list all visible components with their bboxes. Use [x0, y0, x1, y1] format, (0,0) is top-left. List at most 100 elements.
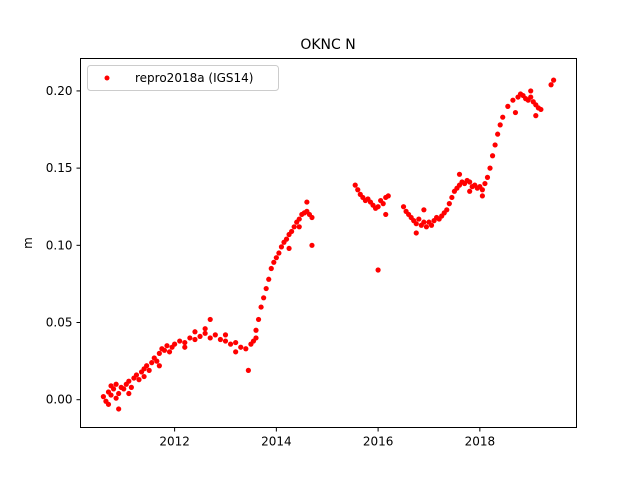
- data-point: [510, 97, 516, 103]
- data-point: [243, 346, 249, 352]
- data-point: [375, 204, 381, 210]
- data-point: [128, 384, 134, 390]
- legend-marker: [104, 75, 110, 81]
- x-tick-label: 2018: [465, 435, 496, 449]
- data-point: [266, 276, 272, 282]
- data-point: [309, 242, 315, 248]
- data-point: [182, 344, 188, 350]
- x-tick-label: 2016: [363, 435, 394, 449]
- data-point: [444, 207, 450, 213]
- data-point: [126, 390, 132, 397]
- data-point: [467, 179, 473, 185]
- data-point: [380, 201, 386, 207]
- data-point: [296, 216, 302, 222]
- y-tick-label: 0.10: [46, 238, 73, 252]
- data-point: [352, 182, 358, 188]
- data-point: [423, 224, 430, 230]
- data-point: [528, 88, 534, 94]
- y-axis-label: m: [21, 237, 35, 249]
- data-point: [479, 187, 485, 193]
- data-point: [449, 194, 455, 201]
- data-point: [156, 350, 162, 356]
- data-point: [253, 335, 259, 341]
- legend-label: repro2018a (IGS14): [135, 71, 253, 85]
- data-point: [271, 259, 277, 265]
- y-axis-ticks: 0.00 0.05 0.10 0.15 0.20: [46, 84, 81, 407]
- data-point: [286, 245, 292, 252]
- data-point: [446, 201, 452, 207]
- data-point: [421, 219, 427, 225]
- data-point: [136, 377, 142, 383]
- data-point: [227, 341, 234, 347]
- data-point: [484, 174, 491, 180]
- data-point: [100, 394, 106, 400]
- data-point: [116, 406, 122, 412]
- data-point: [289, 228, 295, 235]
- data-point: [283, 236, 290, 242]
- x-tick-label: 2012: [159, 435, 190, 449]
- y-tick-label: 0.00: [46, 393, 73, 407]
- data-point: [533, 113, 539, 119]
- data-point: [296, 224, 302, 230]
- data-point: [197, 333, 203, 340]
- x-tick-label: 2014: [261, 435, 292, 449]
- data-point: [528, 94, 534, 100]
- data-point: [154, 358, 160, 364]
- chart-title: OKNC N: [300, 37, 355, 53]
- data-point: [456, 171, 463, 177]
- data-point: [192, 336, 198, 343]
- data-point: [105, 401, 112, 407]
- data-point: [512, 109, 519, 116]
- data-point: [233, 349, 239, 355]
- data-point: [309, 214, 315, 221]
- data-point: [141, 373, 147, 380]
- data-point: [375, 267, 381, 273]
- data-point: [222, 332, 229, 338]
- data-point: [273, 255, 279, 261]
- data-point: [487, 165, 493, 171]
- data-point: [238, 344, 244, 350]
- data-point: [482, 180, 488, 187]
- data-point: [144, 363, 150, 369]
- data-point: [276, 250, 282, 256]
- data-point: [495, 131, 501, 137]
- data-point: [161, 347, 168, 353]
- data-point: [291, 224, 297, 230]
- legend: repro2018a (IGS14): [87, 65, 279, 91]
- data-point: [548, 82, 554, 88]
- data-point: [489, 153, 496, 159]
- data-point: [177, 338, 183, 344]
- legend-box: [87, 65, 279, 91]
- data-point: [413, 221, 419, 227]
- data-point: [268, 265, 274, 272]
- y-tick-label: 0.15: [46, 161, 73, 175]
- data-point: [116, 390, 122, 397]
- data-point: [233, 339, 239, 346]
- data-point: [182, 339, 188, 346]
- data-point: [538, 106, 544, 113]
- data-point: [222, 338, 229, 344]
- data-point: [428, 222, 435, 228]
- data-point: [416, 216, 422, 222]
- data-point: [172, 341, 178, 347]
- data-point: [551, 77, 557, 83]
- data-point: [263, 285, 269, 292]
- data-point: [212, 332, 218, 338]
- data-point: [202, 326, 208, 332]
- data-point: [121, 386, 127, 392]
- y-tick-label: 0.05: [46, 316, 73, 330]
- data-point: [108, 392, 114, 398]
- data-point: [192, 329, 198, 335]
- plot-frame: [80, 58, 577, 428]
- data-point: [108, 383, 114, 389]
- data-point: [421, 207, 427, 213]
- data-point: [207, 335, 213, 341]
- data-point: [278, 244, 285, 250]
- data-point: [413, 230, 419, 236]
- data-point: [217, 336, 223, 343]
- x-axis-ticks: 2012 2014 2016 2018: [159, 427, 496, 449]
- data-point: [164, 343, 170, 349]
- data-points: [100, 77, 557, 412]
- data-point: [261, 295, 267, 301]
